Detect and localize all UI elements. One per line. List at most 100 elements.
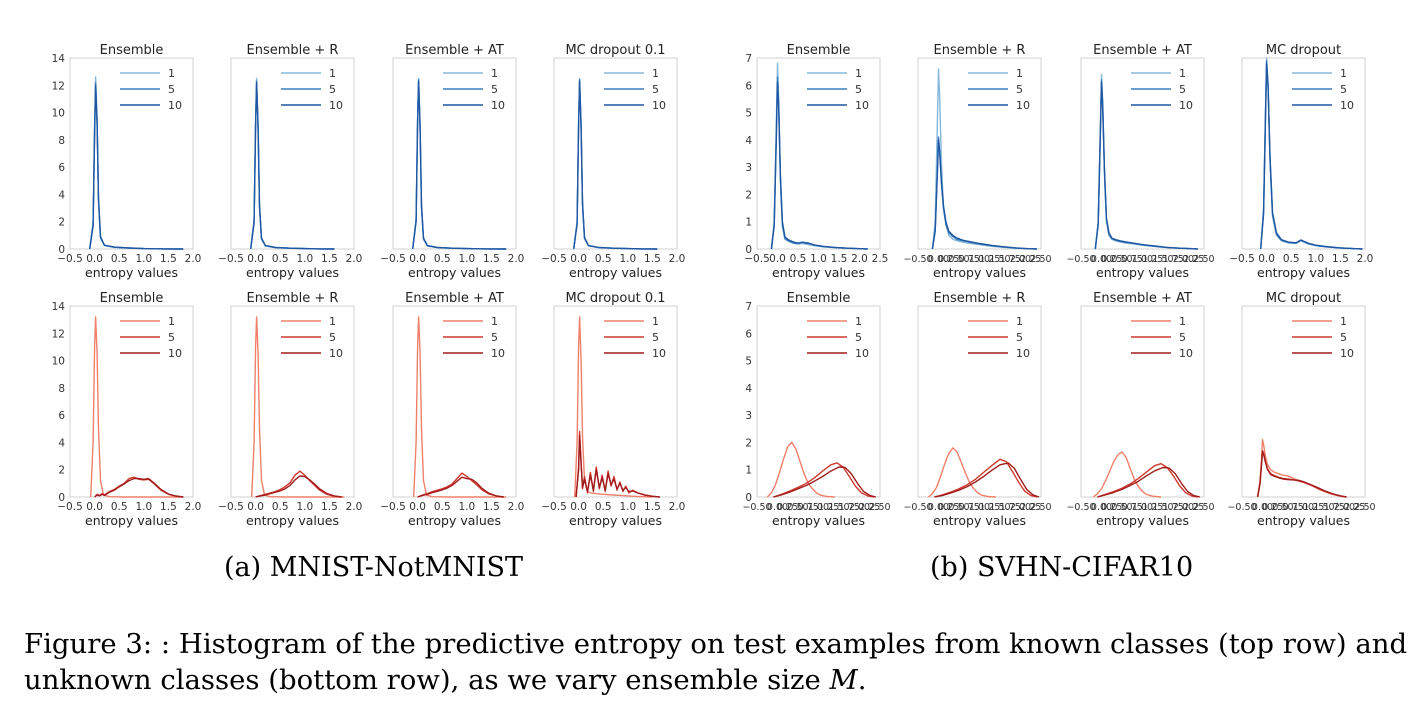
x-tick-label: 0.0 bbox=[570, 253, 587, 265]
series-line-5 bbox=[250, 80, 335, 250]
x-tick-label: 1.75 bbox=[1163, 502, 1184, 513]
subplot: Ensemble + AT−0.500.000.250.500.751.001.… bbox=[1066, 291, 1214, 528]
subplot: Ensemble −0.500.000.250.500.751.001.251.5… bbox=[742, 291, 890, 528]
x-tick-label: 0.0 bbox=[86, 501, 103, 513]
x-tick-label: 1.0 bbox=[296, 253, 313, 265]
x-tick-label: 1.0 bbox=[619, 501, 636, 513]
series-line-1 bbox=[413, 316, 507, 498]
series-line-10 bbox=[773, 466, 877, 498]
x-tick-label: 0.75 bbox=[1122, 254, 1143, 265]
legend-label: 5 bbox=[491, 331, 498, 344]
subplot-title: Ensemble + AT bbox=[1093, 291, 1192, 306]
legend-label: 5 bbox=[491, 83, 498, 96]
subplot: MC dropout −0.5 0.0 0.5 1.0 1.5 2.0 entropy val… bbox=[1229, 43, 1373, 280]
legend-label: 10 bbox=[491, 347, 505, 360]
x-tick-label: 2.25 bbox=[1020, 502, 1041, 513]
subplot-title: Ensemble bbox=[787, 291, 851, 306]
x-tick-label: 0.0 bbox=[1258, 253, 1275, 265]
legend-label: 1 bbox=[168, 67, 175, 80]
x-tick-label: 0.75 bbox=[1122, 502, 1143, 513]
x-tick-label: 0.00 bbox=[1091, 254, 1112, 265]
y-tick-label: 14 bbox=[52, 301, 66, 313]
x-tick-label: 1.50 bbox=[1313, 502, 1334, 513]
figure-caption: Figure 3: : Histogram of the predictive … bbox=[24, 626, 1414, 698]
subplot: Ensemble + AT −0.5 0.0 0.5 1.0 1.5 2.0 entropy … bbox=[380, 291, 524, 528]
x-tick-label: 2.25 bbox=[1020, 254, 1041, 265]
x-tick-label: 1.00 bbox=[1293, 502, 1314, 513]
x-tick-label: 0.75 bbox=[959, 502, 980, 513]
x-tick-label: 2.50 bbox=[1030, 254, 1051, 265]
x-tick-label: 1.00 bbox=[1132, 254, 1153, 265]
legend-label: 10 bbox=[491, 99, 505, 112]
series-line-1 bbox=[250, 77, 335, 250]
x-tick-label: 0.5 bbox=[272, 501, 289, 513]
series-line-1 bbox=[770, 62, 868, 250]
subplot: Ensemble −0.5 0.0 0.5 1.0 1.5 2.0 0 2 4 6 8 10 12 14 en… bbox=[52, 291, 202, 528]
y-tick-label: 6 bbox=[745, 80, 752, 92]
x-tick-label: −0.50 bbox=[1066, 502, 1095, 513]
legend-label: 10 bbox=[1016, 347, 1030, 360]
x-axis-label: entropy values bbox=[85, 513, 178, 528]
x-tick-label: 1.5 bbox=[831, 253, 848, 265]
x-tick-label: 2.5 bbox=[872, 253, 889, 265]
y-tick-label: 4 bbox=[58, 437, 65, 449]
plot-frame bbox=[1241, 305, 1366, 498]
x-tick-label: 0.00 bbox=[767, 502, 788, 513]
y-tick-label: 6 bbox=[58, 162, 65, 174]
x-tick-label: 0.75 bbox=[1283, 502, 1304, 513]
legend-label: 10 bbox=[652, 99, 666, 112]
legend-label: 10 bbox=[1016, 99, 1030, 112]
subplot: Ensemble −0.5 0.0 0.5 1.0 1.5 2.0 2.5 0 1 2 3 4 5 6 7 en… bbox=[744, 43, 888, 280]
x-tick-label: −0.5 bbox=[380, 253, 406, 265]
legend-label: 5 bbox=[1179, 83, 1186, 96]
subplot-title: Ensemble bbox=[100, 291, 164, 306]
legend-label: 1 bbox=[855, 67, 862, 80]
legend-label: 5 bbox=[855, 83, 862, 96]
x-tick-label: 0.50 bbox=[1272, 502, 1293, 513]
x-axis-label: entropy values bbox=[246, 265, 339, 280]
series-line-5 bbox=[773, 462, 875, 498]
x-tick-label: 0.0 bbox=[247, 253, 264, 265]
legend-label: 1 bbox=[1016, 315, 1023, 328]
subplot: Ensemble + AT−0.500.000.250.500.751.001.… bbox=[1066, 43, 1214, 280]
x-axis-label: entropy values bbox=[569, 265, 662, 280]
legend-label: 5 bbox=[1179, 331, 1186, 344]
x-tick-label: 1.0 bbox=[458, 501, 475, 513]
x-tick-label: 0.75 bbox=[798, 502, 819, 513]
x-axis-label: entropy values bbox=[1096, 513, 1189, 528]
x-tick-label: 0.75 bbox=[959, 254, 980, 265]
x-tick-label: 1.0 bbox=[810, 253, 827, 265]
x-tick-label: 1.75 bbox=[1324, 502, 1345, 513]
x-tick-label: 0.0 bbox=[409, 253, 426, 265]
legend-label: 10 bbox=[1340, 347, 1354, 360]
x-tick-label: 1.75 bbox=[839, 502, 860, 513]
legend-label: 10 bbox=[855, 99, 869, 112]
x-axis-label: entropy values bbox=[933, 265, 1026, 280]
x-tick-label: 0.50 bbox=[787, 502, 808, 513]
series-line-10 bbox=[770, 81, 868, 250]
subplot: Ensemble −0.5 0.0 0.5 1.0 1.5 2.0 0 2 4 6 8 10 12 14 en… bbox=[52, 43, 202, 280]
x-tick-label: 0.00 bbox=[1091, 502, 1112, 513]
x-axis-label: entropy values bbox=[1257, 265, 1350, 280]
x-tick-label: 2.25 bbox=[1183, 502, 1204, 513]
subplot-title: Ensemble + R bbox=[934, 291, 1026, 306]
x-tick-label: 2.0 bbox=[185, 501, 202, 513]
x-tick-label: −0.50 bbox=[742, 502, 771, 513]
series-line-5 bbox=[417, 472, 504, 498]
x-tick-label: 0.00 bbox=[1252, 502, 1273, 513]
x-tick-label: 1.0 bbox=[619, 253, 636, 265]
subcaption-a-name: MNIST-NotMNIST bbox=[269, 552, 524, 583]
y-tick-label: 2 bbox=[745, 189, 752, 201]
x-tick-label: 0.5 bbox=[111, 253, 128, 265]
x-axis-label: entropy values bbox=[772, 265, 865, 280]
subplot: MC dropout 0.1 −0.5 0.0 0.5 1.0 1.5 2.0 entropy… bbox=[541, 43, 685, 280]
x-tick-label: 0.0 bbox=[409, 501, 426, 513]
series-line-1 bbox=[1092, 451, 1162, 498]
series-line-10 bbox=[417, 476, 504, 498]
legend-label: 5 bbox=[1016, 83, 1023, 96]
x-tick-label: −0.5 bbox=[57, 253, 83, 265]
series-line-10 bbox=[1094, 81, 1198, 250]
x-tick-label: 0.0 bbox=[247, 501, 264, 513]
x-tick-label: 1.00 bbox=[969, 254, 990, 265]
subplot-title: Ensemble + R bbox=[934, 43, 1026, 58]
